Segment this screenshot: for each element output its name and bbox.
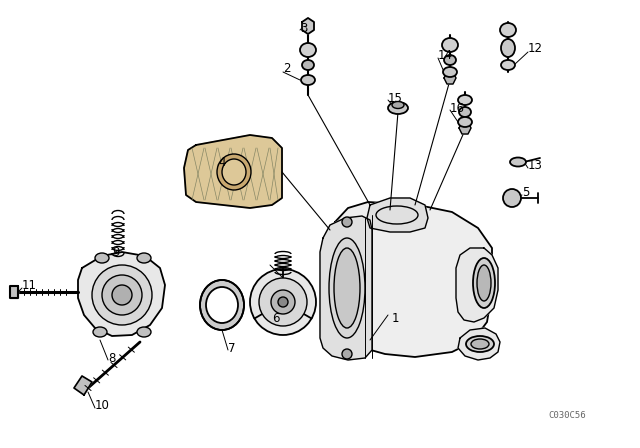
Circle shape — [342, 217, 352, 227]
Ellipse shape — [93, 327, 107, 337]
Ellipse shape — [501, 39, 515, 57]
Polygon shape — [444, 72, 456, 84]
Ellipse shape — [301, 75, 315, 85]
Ellipse shape — [510, 158, 526, 167]
Polygon shape — [456, 248, 498, 322]
Polygon shape — [459, 122, 471, 134]
Text: 1: 1 — [392, 311, 399, 324]
Polygon shape — [74, 376, 92, 395]
Ellipse shape — [444, 55, 456, 65]
Polygon shape — [302, 18, 314, 34]
Polygon shape — [320, 216, 372, 360]
Circle shape — [278, 297, 288, 307]
Text: 8: 8 — [108, 352, 115, 365]
Text: 15: 15 — [388, 91, 403, 104]
Ellipse shape — [222, 159, 246, 185]
Circle shape — [342, 349, 352, 359]
Text: 10: 10 — [95, 399, 110, 412]
Ellipse shape — [200, 280, 244, 330]
Polygon shape — [78, 252, 165, 336]
Ellipse shape — [137, 253, 151, 263]
Text: 4: 4 — [218, 155, 225, 168]
Ellipse shape — [334, 248, 360, 328]
Ellipse shape — [206, 287, 238, 323]
Ellipse shape — [137, 327, 151, 337]
Ellipse shape — [443, 67, 457, 77]
Ellipse shape — [477, 265, 491, 301]
Text: 13: 13 — [528, 159, 543, 172]
Ellipse shape — [302, 60, 314, 70]
Text: 2: 2 — [283, 61, 291, 74]
Ellipse shape — [392, 102, 404, 108]
Ellipse shape — [501, 60, 515, 70]
Ellipse shape — [300, 43, 316, 57]
Polygon shape — [458, 328, 500, 360]
Text: 12: 12 — [528, 42, 543, 55]
Text: 3: 3 — [300, 22, 307, 34]
Ellipse shape — [442, 38, 458, 52]
Text: 16: 16 — [450, 102, 465, 115]
Circle shape — [250, 269, 316, 335]
Ellipse shape — [473, 258, 495, 308]
Text: 6: 6 — [272, 311, 280, 324]
Text: 11: 11 — [22, 279, 37, 292]
Text: 9: 9 — [112, 246, 120, 258]
Circle shape — [259, 278, 307, 326]
Text: 5: 5 — [522, 185, 529, 198]
Ellipse shape — [458, 95, 472, 105]
Ellipse shape — [500, 23, 516, 37]
Ellipse shape — [466, 336, 494, 352]
Polygon shape — [10, 286, 18, 298]
Ellipse shape — [471, 339, 489, 349]
Ellipse shape — [459, 107, 471, 117]
Polygon shape — [323, 202, 492, 357]
Circle shape — [271, 290, 295, 314]
Circle shape — [503, 189, 521, 207]
Ellipse shape — [388, 102, 408, 114]
Text: C030C56: C030C56 — [548, 410, 586, 419]
Ellipse shape — [458, 117, 472, 127]
Ellipse shape — [329, 238, 365, 338]
Text: 14: 14 — [438, 48, 453, 61]
Ellipse shape — [95, 253, 109, 263]
Circle shape — [112, 285, 132, 305]
Polygon shape — [184, 135, 282, 208]
Circle shape — [102, 275, 142, 315]
Text: 7: 7 — [228, 341, 236, 354]
Polygon shape — [367, 198, 428, 232]
Ellipse shape — [217, 154, 251, 190]
Circle shape — [92, 265, 152, 325]
